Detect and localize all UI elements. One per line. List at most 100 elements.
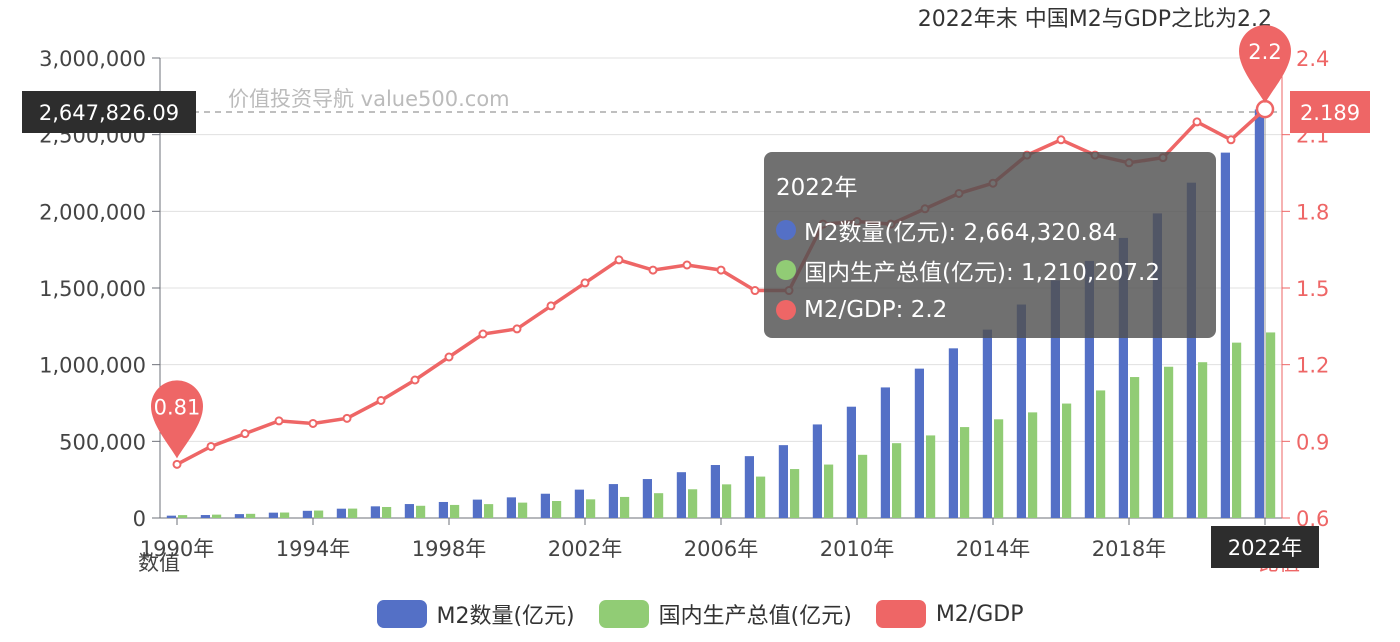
bar-m2 bbox=[642, 479, 652, 518]
chart-title: 2022年末 中国M2与GDP之比为2.2 bbox=[918, 7, 1272, 32]
x-tick-label: 1994年 bbox=[276, 537, 350, 561]
markpoint-pin bbox=[1239, 25, 1291, 104]
bar-m2 bbox=[1016, 304, 1026, 518]
crosshair-label-right-bg bbox=[1290, 91, 1370, 133]
bar-gdp bbox=[586, 499, 596, 518]
line-point bbox=[172, 459, 182, 469]
line-point-highlight bbox=[1255, 99, 1275, 119]
legend-swatch bbox=[598, 600, 649, 628]
bar-m2 bbox=[574, 489, 584, 518]
bar-m2 bbox=[302, 510, 312, 518]
bar-m2 bbox=[1118, 237, 1128, 519]
bar-gdp bbox=[1062, 403, 1072, 518]
crosshair-label-left-bg bbox=[22, 91, 196, 133]
tooltip: 2022年 M2数量(亿元): 2,664,320.84 国内生产总值(亿元):… bbox=[764, 152, 1216, 338]
bar-m2 bbox=[506, 497, 516, 518]
bar-gdp bbox=[212, 514, 222, 518]
bar-gdp bbox=[892, 443, 902, 518]
bar-gdp bbox=[1164, 366, 1174, 518]
x-tick-label: 2014年 bbox=[956, 537, 1030, 561]
tooltip-row-gdp: 国内生产总值(亿元): 1,210,207.2 bbox=[776, 250, 1204, 290]
legend-item-gdp[interactable]: 国内生产总值(亿元) bbox=[598, 598, 852, 630]
bar-gdp bbox=[654, 493, 664, 518]
bar-gdp bbox=[450, 504, 460, 518]
bar-gdp bbox=[1198, 362, 1208, 518]
bar-gdp bbox=[280, 512, 290, 518]
line-point bbox=[614, 255, 624, 265]
bar-gdp bbox=[926, 435, 936, 518]
line-point bbox=[750, 286, 760, 296]
line-point bbox=[648, 265, 658, 275]
bar-gdp bbox=[484, 504, 494, 518]
crosshair-label-x: 2022年 bbox=[1228, 536, 1302, 560]
y-left-tick-label: 1,500,000 bbox=[39, 277, 146, 301]
bar-gdp bbox=[552, 501, 562, 518]
tooltip-row-m2: M2数量(亿元): 2,664,320.84 bbox=[776, 210, 1204, 250]
bar-m2 bbox=[268, 512, 278, 518]
line-point bbox=[512, 324, 522, 334]
tooltip-row-ratio: M2/GDP: 2.2 bbox=[776, 290, 1204, 330]
y-right-tick-label: 2.4 bbox=[1296, 47, 1329, 71]
bar-m2 bbox=[710, 465, 720, 518]
bar-m2 bbox=[1254, 109, 1264, 519]
crosshair-label-right: 2.189 bbox=[1300, 101, 1360, 125]
line-point bbox=[240, 429, 250, 439]
bar-m2 bbox=[914, 368, 924, 518]
bar-m2 bbox=[370, 506, 380, 518]
line-point bbox=[682, 260, 692, 270]
series-dot-icon bbox=[776, 260, 796, 280]
bar-gdp bbox=[382, 506, 392, 518]
bar-gdp bbox=[246, 513, 256, 518]
bar-m2 bbox=[1186, 182, 1196, 518]
y-right-tick-label: 1.5 bbox=[1296, 277, 1329, 301]
y-left-tick-label: 2,000,000 bbox=[39, 200, 146, 224]
bar-m2 bbox=[234, 514, 244, 518]
y-left-tick-label: 1,000,000 bbox=[39, 354, 146, 378]
line-point bbox=[308, 418, 318, 428]
bar-m2 bbox=[948, 348, 958, 518]
crosshair-label-left: 2,647,826.09 bbox=[39, 101, 179, 125]
line-point bbox=[546, 301, 556, 311]
bar-m2 bbox=[336, 508, 346, 518]
bar-m2 bbox=[608, 484, 618, 518]
crosshair-label-x-bg bbox=[1211, 526, 1319, 568]
bar-gdp bbox=[1266, 332, 1276, 518]
bar-gdp bbox=[1096, 390, 1106, 518]
bar-gdp bbox=[518, 502, 528, 518]
bar-m2 bbox=[1152, 213, 1162, 518]
bar-m2 bbox=[1050, 280, 1060, 518]
bar-gdp bbox=[688, 489, 698, 518]
legend-item-ratio[interactable]: M2/GDP bbox=[875, 598, 1023, 630]
series-dot-icon bbox=[776, 220, 796, 240]
bar-gdp bbox=[756, 476, 766, 518]
x-tick-label: 2006年 bbox=[684, 537, 758, 561]
legend: M2数量(亿元) 国内生产总值(亿元) M2/GDP bbox=[0, 598, 1400, 630]
bar-m2 bbox=[540, 493, 550, 518]
bar-gdp bbox=[1130, 377, 1140, 518]
line-point bbox=[716, 265, 726, 275]
watermark: 价值投资导航 value500.com bbox=[228, 87, 510, 111]
bar-m2 bbox=[438, 501, 448, 518]
legend-swatch bbox=[376, 600, 427, 628]
x-tick-label: 2018年 bbox=[1092, 537, 1166, 561]
bar-gdp bbox=[858, 454, 868, 518]
legend-swatch bbox=[875, 600, 926, 628]
line-point bbox=[478, 329, 488, 339]
markpoint-label: 0.81 bbox=[154, 395, 201, 419]
bar-m2 bbox=[778, 445, 788, 518]
y-left-tick-label: 3,000,000 bbox=[39, 47, 146, 71]
markpoint-pin bbox=[151, 380, 203, 459]
bar-m2 bbox=[1220, 152, 1230, 518]
tooltip-title: 2022年 bbox=[776, 175, 858, 201]
line-point bbox=[206, 441, 216, 451]
legend-item-m2[interactable]: M2数量(亿元) bbox=[376, 598, 575, 630]
bar-gdp bbox=[178, 515, 188, 518]
x-tick-label: 2002年 bbox=[548, 537, 622, 561]
markpoint-label: 2.2 bbox=[1248, 40, 1281, 64]
bar-gdp bbox=[790, 469, 800, 518]
y-right-tick-label: 1.8 bbox=[1296, 200, 1329, 224]
bar-m2 bbox=[812, 424, 822, 518]
bar-m2 bbox=[846, 406, 856, 518]
y-left-tick-label: 0 bbox=[133, 507, 146, 531]
